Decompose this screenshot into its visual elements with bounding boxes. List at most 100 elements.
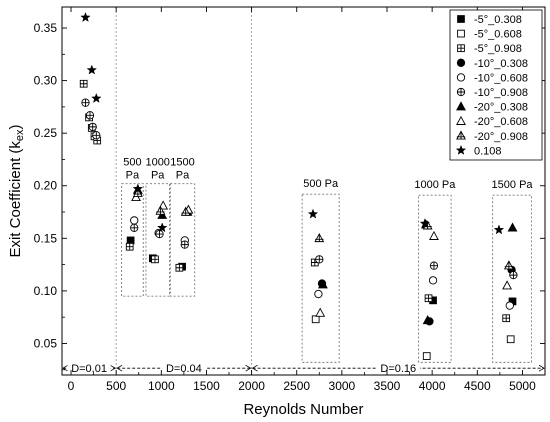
data-point: [506, 335, 515, 344]
data-point: [180, 206, 191, 216]
legend-label: -10°_0.308: [474, 58, 528, 70]
x-tick-label: 1000: [148, 379, 175, 393]
marker-circle: [456, 58, 466, 67]
legend-marker: [457, 29, 465, 38]
data-point: [424, 294, 433, 303]
data-point: [132, 183, 144, 194]
data-point: [156, 222, 168, 233]
marker-star: [307, 208, 319, 219]
data-point: [315, 255, 324, 264]
data-point: [503, 260, 514, 270]
pressure-group-label: 500 Pa: [303, 178, 339, 190]
data-point: [155, 205, 166, 215]
data-point: [126, 236, 135, 245]
series-group: [81, 98, 518, 280]
marker-plus: [315, 255, 323, 264]
diameter-range-arrow-left: [251, 364, 258, 372]
marker-plus: [175, 264, 183, 272]
marker-plus: [88, 123, 97, 131]
legend-label: -5°_0.608: [474, 29, 522, 41]
pressure-group-box: [121, 183, 144, 297]
legend-marker: [457, 44, 465, 53]
y-tick-label: 0.20: [34, 179, 58, 193]
data-point: [502, 280, 513, 290]
legend-marker: [456, 101, 466, 111]
marker-plus: [457, 88, 465, 96]
x-tick-label: 0: [68, 379, 75, 393]
data-point: [429, 230, 439, 240]
pressure-group-label: 1500: [170, 157, 194, 169]
pressure-group-label-unit: Pa: [126, 170, 140, 182]
legend-label: -20°_0.908: [474, 131, 528, 143]
legend-frame: [449, 9, 543, 161]
y-tick-label: 0.25: [34, 126, 58, 140]
pressure-group-box: [301, 193, 340, 363]
data-point: [507, 222, 518, 232]
marker-triangle: [507, 222, 518, 232]
data-point: [130, 216, 139, 225]
marker-circle: [428, 276, 438, 285]
series-group: [80, 11, 505, 235]
marker-star: [132, 183, 144, 194]
data-point: [314, 289, 323, 299]
legend-marker: [455, 144, 467, 155]
data-point: [422, 314, 433, 325]
marker-star: [455, 144, 467, 155]
pressure-group-box: [145, 183, 170, 297]
pressure-group-label-unit: Pa: [176, 170, 190, 182]
data-point: [151, 255, 159, 264]
marker-square: [126, 236, 135, 245]
diameter-range-arrow-right: [245, 364, 252, 372]
data-point: [130, 223, 139, 232]
data-point: [80, 11, 91, 22]
marker-star: [91, 92, 102, 103]
pressure-group-label: 1000: [145, 157, 169, 169]
data-point: [180, 240, 189, 249]
series-group: [317, 265, 516, 326]
marker-plus: [502, 314, 510, 322]
data-point: [493, 224, 505, 235]
data-point: [317, 279, 328, 289]
pressure-group-box: [169, 183, 196, 297]
y-tick-label: 0.30: [34, 74, 58, 88]
marker-star: [86, 64, 98, 75]
marker-plus: [92, 131, 101, 139]
x-tick-label: 4500: [464, 379, 491, 393]
legend-label: -5°_0.308: [474, 14, 522, 26]
legend-marker: [456, 130, 466, 140]
data-point: [79, 79, 88, 88]
data-point: [92, 131, 101, 140]
marker-plus: [81, 98, 90, 107]
marker-circle: [505, 301, 514, 310]
legend-label: -10°_0.908: [474, 87, 528, 99]
plot-frame: [61, 6, 546, 376]
marker-plus: [509, 271, 518, 279]
data-point: [502, 314, 511, 323]
y-tick-label: 0.15: [34, 231, 58, 245]
diameter-range-arrow-right: [538, 364, 545, 372]
marker-square: [457, 15, 465, 23]
diameter-label-background: [162, 361, 206, 376]
marker-triangle: [502, 280, 513, 290]
marker-circle: [314, 289, 323, 299]
x-tick-label: 1500: [193, 379, 220, 393]
marker-plus: [425, 294, 432, 302]
legend-marker: [456, 73, 466, 82]
legend-marker: [456, 115, 466, 125]
legend-label: -20°_0.608: [474, 116, 528, 128]
diameter-label: D=0.04: [166, 363, 202, 375]
marker-star: [80, 11, 91, 22]
x-tick-label: 2500: [283, 379, 310, 393]
x-tick-label: 2000: [238, 379, 265, 393]
marker-plus: [80, 80, 88, 88]
marker-circle: [456, 73, 466, 82]
data-point: [505, 301, 514, 310]
x-tick-label: 3500: [374, 379, 401, 393]
diameter-range-arrow-right: [109, 364, 116, 372]
data-point: [314, 232, 325, 243]
marker-plus: [151, 255, 159, 263]
marker-plus: [457, 44, 465, 52]
marker-star: [419, 218, 431, 229]
marker-plus: [156, 206, 165, 215]
series-group: [311, 315, 515, 360]
